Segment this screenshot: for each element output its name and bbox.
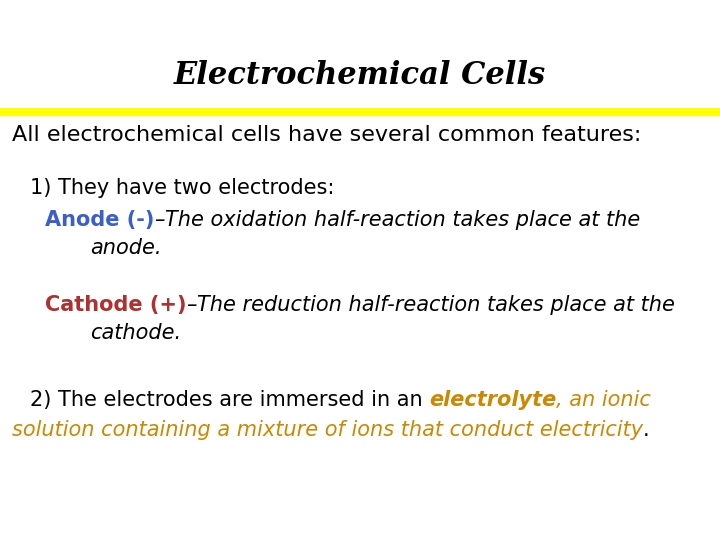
Text: electrolyte: electrolyte xyxy=(429,390,557,410)
Text: All electrochemical cells have several common features:: All electrochemical cells have several c… xyxy=(12,125,642,145)
Text: –: – xyxy=(186,295,197,315)
Text: The oxidation half-reaction takes place at the: The oxidation half-reaction takes place … xyxy=(165,210,640,230)
Text: cathode.: cathode. xyxy=(90,323,181,343)
Text: Anode (-): Anode (-) xyxy=(45,210,154,230)
Text: anode.: anode. xyxy=(90,238,161,258)
Text: Cathode (+): Cathode (+) xyxy=(45,295,186,315)
Text: .: . xyxy=(643,420,649,440)
Text: 2) The electrodes are immersed in an: 2) The electrodes are immersed in an xyxy=(30,390,429,410)
Text: , an ionic: , an ionic xyxy=(557,390,652,410)
Bar xyxy=(0,108,720,116)
Text: –: – xyxy=(154,210,165,230)
Text: 1) They have two electrodes:: 1) They have two electrodes: xyxy=(30,178,334,198)
Text: solution containing a mixture of ions that conduct electricity: solution containing a mixture of ions th… xyxy=(12,420,643,440)
Text: Electrochemical Cells: Electrochemical Cells xyxy=(174,59,546,91)
Text: The reduction half-reaction takes place at the: The reduction half-reaction takes place … xyxy=(197,295,675,315)
